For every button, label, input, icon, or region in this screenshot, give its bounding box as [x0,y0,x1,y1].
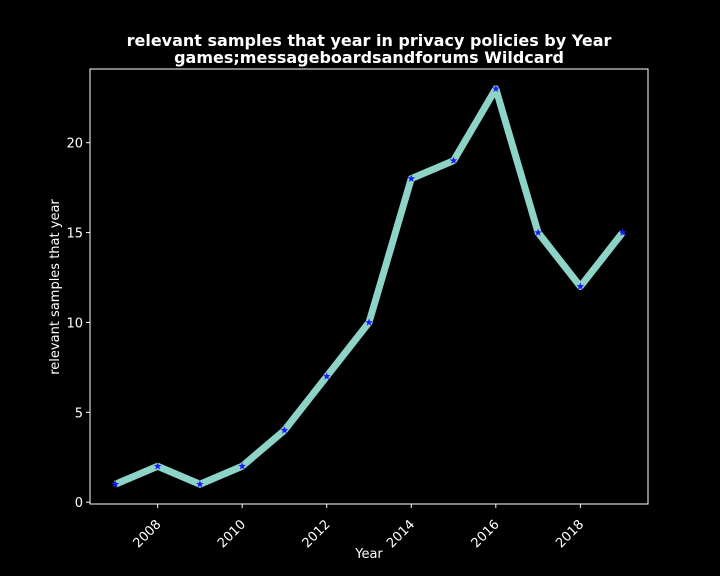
y-axis-label: relevant samples that year [48,199,63,375]
data-point-marker [322,372,331,380]
data-point-marker [365,318,373,326]
y-tick-label: 10 [66,316,83,331]
chart-title-line-2: games;messageboardsandforums Wildcard [174,48,564,67]
plot-area-frame [89,68,649,505]
data-point-marker [280,426,289,434]
data-point-marker [196,480,204,488]
data-point-marker [534,228,542,236]
x-axis-label: Year [354,547,383,562]
x-axis-ticks: 2008 2010 2012 2014 2016 2018 [130,504,587,551]
y-tick-label: 20 [66,137,83,152]
data-point-marker [111,480,120,488]
data-point-marker [407,174,416,182]
y-axis-ticks: 0 5 10 15 20 [66,137,90,511]
x-tick-label: 2008 [130,517,164,551]
x-tick-label: 2010 [215,517,249,551]
series-markers [111,84,627,488]
x-tick-label: 2014 [384,517,418,551]
chart-title-line-1: relevant samples that year in privacy po… [127,31,612,50]
y-tick-label: 15 [66,227,83,242]
x-tick-label: 2018 [553,517,587,551]
x-tick-label: 2016 [469,517,503,551]
y-tick-label: 0 [75,496,83,511]
data-point-marker [449,156,458,164]
series-line [113,85,626,488]
y-tick-label: 5 [75,406,83,421]
data-point-marker [153,462,162,470]
data-point-marker [238,462,246,470]
data-point-marker [618,228,627,236]
x-tick-label: 2012 [300,517,334,551]
data-point-marker [576,282,585,290]
data-point-marker [492,84,500,93]
